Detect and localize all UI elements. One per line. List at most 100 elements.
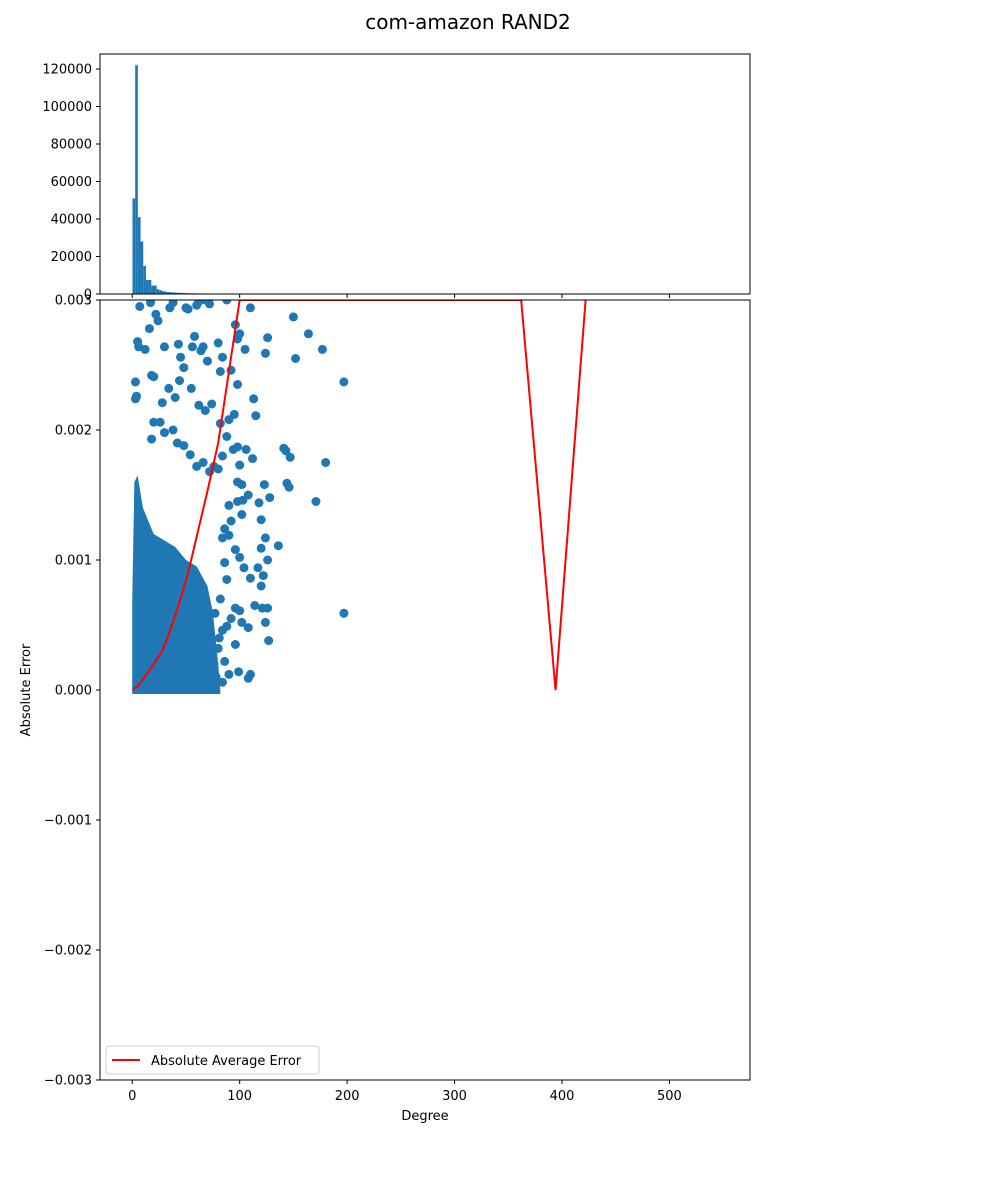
scatter-point [215, 367, 225, 376]
scatter-point [241, 445, 251, 454]
y-axis-label: Absolute Error [19, 643, 34, 736]
scatter-point [217, 451, 227, 461]
scatter-point [168, 425, 178, 435]
histogram-bar [164, 291, 168, 294]
histogram-bars [132, 65, 214, 294]
scatter-point [226, 516, 236, 526]
scatter-point [260, 348, 270, 358]
scatter-point [245, 573, 255, 583]
scatter-point [245, 303, 255, 313]
histogram-bar [180, 292, 184, 294]
scatter-point [243, 673, 253, 683]
scatter-point [235, 552, 245, 562]
scatter-point [145, 300, 155, 308]
y-axis: −0.003 −0.002 −0.001 0.000 0.001 0.002 0.003 [44, 294, 100, 1089]
scatter-point [243, 623, 253, 633]
histogram-y-tick-label: 0 [84, 288, 92, 303]
scatter-point [224, 669, 234, 679]
scatter-point [263, 603, 273, 613]
scatter-point [235, 329, 245, 339]
scatter-point [224, 500, 234, 510]
average-error-line [131, 300, 587, 691]
scatter-point [217, 677, 227, 687]
scatter-point [172, 438, 182, 448]
chart-title: com-amazon RAND2 [365, 10, 571, 34]
x-tick-label: 500 [657, 1089, 682, 1104]
histogram-bar [148, 279, 152, 294]
scatter-point [159, 342, 169, 352]
scatter-point [213, 338, 223, 348]
scatter-point [220, 656, 230, 666]
histogram-bar [167, 292, 171, 294]
scatter-point [176, 352, 186, 362]
x-tick-label: 300 [442, 1089, 467, 1104]
x-tick-label: 0 [128, 1089, 136, 1104]
scatter-point [222, 432, 232, 441]
scatter-point [291, 354, 301, 363]
histogram-bar [151, 285, 154, 294]
x-axis: 0 100 200 300 400 500 [128, 1080, 682, 1104]
scatter-point [202, 356, 212, 366]
scatter-point [164, 383, 174, 393]
scatter-point [253, 563, 263, 573]
scatter-point [237, 617, 247, 627]
y-tick-label: −0.001 [44, 814, 92, 829]
histogram-y-tick-label: 60000 [51, 175, 92, 190]
scatter-point [155, 417, 165, 427]
scatter-point [222, 300, 232, 305]
scatter-point [233, 442, 243, 452]
y-tick-label: 0.000 [55, 684, 92, 699]
scatter-point [234, 667, 244, 677]
scatter-point [211, 672, 221, 682]
scatter-point [194, 400, 204, 410]
scatter-point [159, 428, 169, 438]
scatter-point [251, 411, 261, 421]
scatter-point [215, 594, 225, 604]
scatter-point [259, 480, 269, 490]
histogram-bar [143, 265, 146, 294]
scatter-point [198, 458, 208, 467]
histogram-y-axis: 0 20000 40000 60000 80000 100000 120000 [42, 63, 100, 303]
scatter-point [157, 398, 167, 408]
scatter-point [237, 480, 247, 490]
scatter-point [339, 377, 349, 387]
scatter-point [248, 454, 258, 464]
scatter-point [153, 316, 163, 326]
scatter-point [233, 497, 243, 506]
scatter-point [140, 344, 150, 354]
scatter-point [260, 617, 270, 627]
histogram-bar [159, 290, 163, 294]
scatter-point [183, 304, 193, 314]
scatter-point [130, 394, 140, 404]
scatter-point [144, 324, 154, 334]
scatter-point [175, 376, 185, 386]
scatter-point [224, 530, 234, 540]
histogram-bar [175, 292, 179, 294]
scatter-point [230, 640, 240, 649]
scatter-point [130, 377, 140, 387]
scatter-point [198, 342, 208, 352]
scatter-point [235, 606, 245, 616]
x-tick-label: 200 [335, 1089, 360, 1104]
scatter-point [249, 394, 259, 404]
histogram-bar [178, 292, 181, 294]
scatter-point [168, 300, 178, 308]
scatter-point [254, 498, 264, 508]
scatter-point [185, 450, 195, 460]
y-tick-label: 0.002 [55, 424, 92, 439]
scatter-point [264, 636, 274, 646]
scatter-point [186, 383, 196, 393]
scatter-point [260, 533, 270, 543]
histogram-bar [172, 292, 176, 294]
scatter-point [256, 515, 266, 525]
histogram-panel: 0 20000 40000 60000 80000 100000 120000 [42, 53, 751, 303]
scatter-point [217, 352, 227, 362]
histogram-bar [153, 285, 157, 294]
y-tick-label: 0.003 [55, 294, 92, 309]
scatter-point [210, 608, 220, 618]
histogram-bar [140, 241, 144, 294]
legend: Absolute Average Error [105, 1045, 320, 1075]
scatter-point [179, 363, 189, 373]
scatter-point [273, 541, 283, 551]
